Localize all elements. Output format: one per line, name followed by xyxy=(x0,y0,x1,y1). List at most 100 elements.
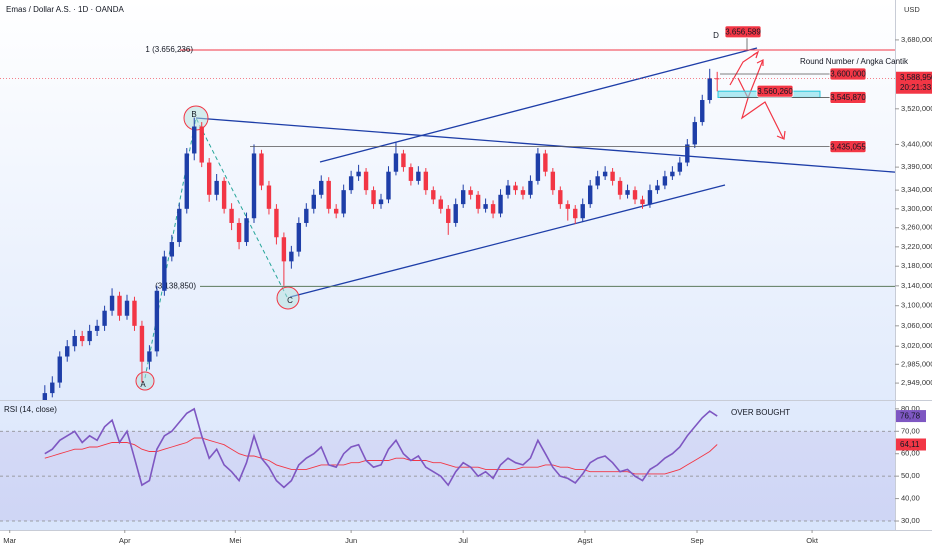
annotation: Round Number / Angka Cantik xyxy=(800,57,909,66)
candle-body xyxy=(50,382,55,394)
last-price-tag xyxy=(896,71,932,94)
y-tick-label: 3,260,000 xyxy=(901,223,932,232)
point-label: C xyxy=(287,296,293,305)
rsi-values-line xyxy=(44,407,718,489)
annotation: OVER BOUGHT xyxy=(731,408,790,417)
candle-body xyxy=(408,167,414,181)
candle-body xyxy=(632,190,638,200)
candle-body xyxy=(580,204,585,219)
candle-body xyxy=(102,310,107,326)
x-tick-label: Jun xyxy=(345,536,357,545)
countdown: 20:21:33 xyxy=(900,83,932,92)
candle-body xyxy=(199,126,204,163)
candle-body xyxy=(192,126,197,154)
candle-body xyxy=(446,208,451,223)
candle-body xyxy=(177,208,182,243)
candle-body xyxy=(438,199,443,209)
y-tick-label: 80,00 xyxy=(901,404,920,413)
candle-body xyxy=(573,208,578,219)
candle-body xyxy=(602,171,608,177)
price-tag-label: 3.656,589 xyxy=(725,27,761,36)
candle-body xyxy=(423,171,429,191)
point-label: D xyxy=(713,31,719,40)
price-tag xyxy=(756,84,794,98)
candle-body xyxy=(333,208,339,214)
price-tag xyxy=(829,67,867,81)
candle-body xyxy=(378,199,384,205)
y-tick-label: 2,985,000 xyxy=(901,359,932,368)
arrow-head xyxy=(756,59,764,66)
candle-body xyxy=(184,153,189,209)
y-tick-label: 3,390,000 xyxy=(901,162,932,171)
x-tick-label: Okt xyxy=(806,536,819,545)
level-label: (3.138,850) xyxy=(155,282,196,291)
rsi-pane xyxy=(0,407,895,522)
candle-body xyxy=(460,190,466,205)
rsi-last-label: 64,11 xyxy=(900,440,920,449)
candle-body xyxy=(289,251,294,262)
arrow-head xyxy=(752,50,760,59)
candle-body xyxy=(565,204,570,209)
pivot-circle xyxy=(135,371,155,391)
price-tag xyxy=(829,140,867,154)
candle-body xyxy=(520,190,526,195)
projection-arrow xyxy=(740,97,784,139)
candle-body xyxy=(348,176,354,191)
candle-body xyxy=(475,194,481,209)
point-label: A xyxy=(140,380,146,389)
candle-body xyxy=(132,300,137,326)
candle-body xyxy=(655,185,660,191)
candle-body xyxy=(281,237,287,262)
last-price-label: 3,588,950 xyxy=(900,73,932,82)
candle-body xyxy=(356,171,361,177)
candle-body xyxy=(610,171,615,181)
candle-body xyxy=(647,190,653,205)
y-tick-label: 40,00 xyxy=(901,494,920,503)
candle-body xyxy=(617,180,623,195)
candle-body xyxy=(416,171,421,181)
time-scale xyxy=(0,530,932,550)
candle-body xyxy=(244,218,249,243)
candle-body xyxy=(57,356,62,383)
price-tag xyxy=(829,91,867,104)
candle-body xyxy=(169,242,175,257)
x-tick-label: Sep xyxy=(690,536,703,545)
candle-body xyxy=(543,153,548,172)
level-label: 1 (3.656,236) xyxy=(145,45,193,54)
candle-body xyxy=(513,185,518,191)
candle-body xyxy=(251,153,257,219)
candle-body xyxy=(453,204,458,223)
candle-body xyxy=(109,295,115,311)
price-tag xyxy=(724,25,762,39)
candle-body xyxy=(393,153,399,172)
candle-body xyxy=(147,351,152,362)
candle-body xyxy=(154,290,160,352)
pivot-circle xyxy=(276,286,300,310)
candle-body xyxy=(685,144,690,163)
y-tick-label: 3,340,000 xyxy=(901,185,932,194)
x-tick-label: Jul xyxy=(458,536,468,545)
price-tag-label: 3,545,870 xyxy=(830,93,866,102)
candle-body xyxy=(206,162,212,195)
candle-body xyxy=(214,180,219,195)
candle-body xyxy=(670,171,675,177)
candle-body xyxy=(87,330,92,342)
trend-line xyxy=(289,184,726,298)
chart-title: Emas / Dollar A.S. · 1D · OANDA xyxy=(6,5,124,14)
rsi-last-label: 76,78 xyxy=(900,412,921,421)
currency: USD xyxy=(904,5,920,14)
candle-body xyxy=(468,190,473,195)
candle-body xyxy=(401,153,406,168)
candle-body xyxy=(550,171,556,191)
candle-body xyxy=(490,204,496,214)
y-tick-label: 70,00 xyxy=(901,426,920,435)
y-tick-label: 30,00 xyxy=(901,516,920,525)
candle-body xyxy=(677,162,683,172)
y-tick-label: 60,00 xyxy=(901,449,920,458)
candle-body xyxy=(162,256,167,291)
y-tick-label: 2,949,000 xyxy=(901,378,932,387)
candle-body xyxy=(65,346,70,357)
rsi-title: RSI (14, close) xyxy=(4,405,57,414)
y-tick-label: 50,00 xyxy=(901,471,920,480)
